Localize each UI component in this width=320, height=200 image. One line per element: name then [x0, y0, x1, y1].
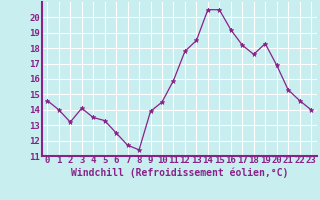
- X-axis label: Windchill (Refroidissement éolien,°C): Windchill (Refroidissement éolien,°C): [70, 168, 288, 178]
